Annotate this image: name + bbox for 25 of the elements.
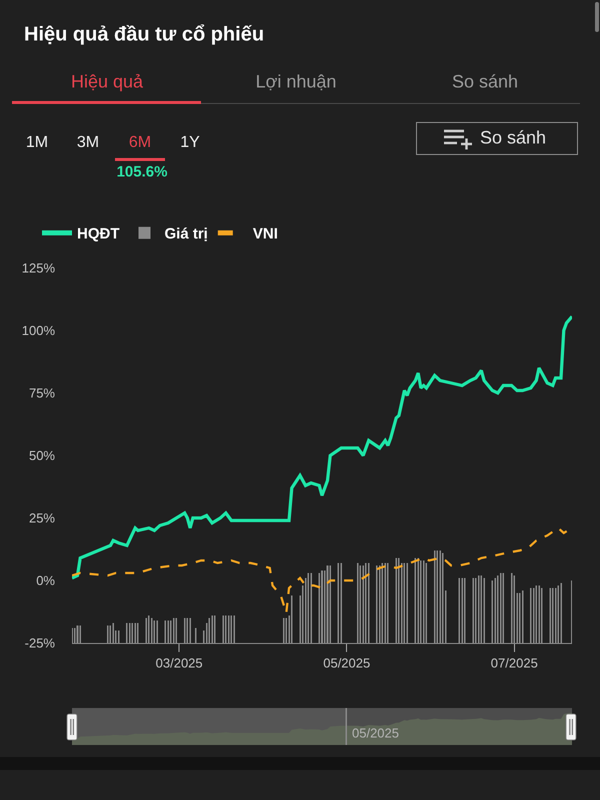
text: 105.6% <box>116 163 168 181</box>
y-tick-label: -25% <box>24 636 56 651</box>
text: So sánh <box>480 128 546 148</box>
y-tick-label: 0% <box>36 573 56 588</box>
text: 1Y <box>180 134 200 152</box>
x-tick-label: 03/2025 <box>156 656 203 671</box>
x-tick-label: 07/2025 <box>490 656 538 671</box>
text: So sánh <box>452 72 518 92</box>
text: 3M <box>76 134 100 152</box>
y-tick-label: 25% <box>28 510 56 526</box>
y-tick-label: 125% <box>22 260 56 276</box>
y-tick-label: 75% <box>28 386 56 401</box>
text: 1M <box>26 134 48 152</box>
text: 05/2025 <box>352 726 399 742</box>
legend-label: VNI <box>252 226 278 243</box>
legend-label: Giá trị <box>164 226 208 243</box>
chart-title: Hiệu quả đầu tư cổ phiếu <box>24 24 264 46</box>
line-series <box>72 314 572 580</box>
legend-label: HQĐT <box>77 226 120 243</box>
text: Lợi nhuận <box>256 72 336 92</box>
y-tick-label: 50% <box>28 448 56 464</box>
text: Hiệu quả <box>70 72 144 92</box>
x-tick-label: 05/2025 <box>323 656 370 671</box>
text: 6M <box>128 134 152 152</box>
y-tick-label: 100% <box>22 323 56 338</box>
